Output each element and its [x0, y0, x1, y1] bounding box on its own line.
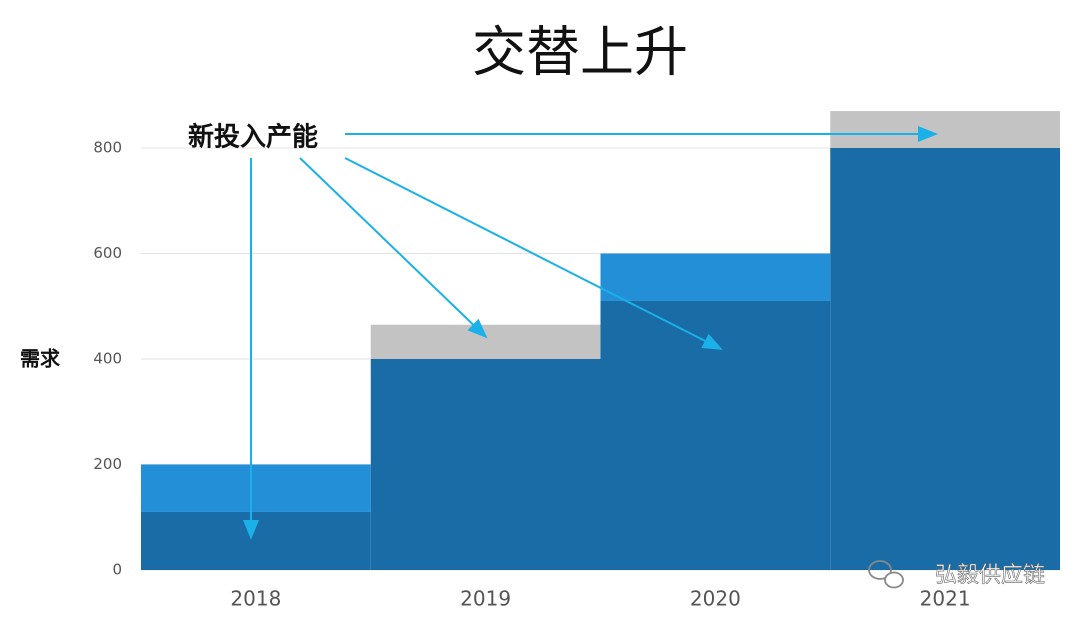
- bars: [141, 111, 1060, 570]
- bar-segment: [370, 359, 601, 570]
- annotation: 新投入产能: [188, 122, 318, 153]
- x-tick-label: 2020: [690, 587, 741, 611]
- y-tick-label: 400: [93, 350, 122, 368]
- watermark-icon: [868, 560, 904, 589]
- y-tick-label: 800: [93, 139, 122, 157]
- arrow: [299, 157, 488, 339]
- y-axis-label: 需求: [20, 347, 61, 371]
- x-tick-label: 2019: [460, 587, 511, 611]
- bar-segment: [141, 464, 371, 512]
- annotation-arrows: [243, 126, 938, 540]
- bar-segment: [141, 511, 371, 570]
- x-tick-label: 2018: [230, 587, 281, 611]
- bar-segment: [830, 148, 1060, 570]
- y-tick-label: 0: [112, 561, 122, 579]
- arrow: [344, 157, 723, 350]
- watermark: 弘毅供应链: [935, 563, 1045, 588]
- x-tick-label: 2021: [920, 587, 971, 611]
- chart-title: 交替上升: [472, 21, 688, 84]
- y-tick-label: 200: [93, 455, 122, 473]
- bar-segment: [600, 300, 831, 570]
- bar-segment: [830, 111, 1060, 148]
- bar-segment: [370, 324, 601, 359]
- bar-segment: [600, 253, 831, 301]
- y-tick-label: 600: [93, 244, 122, 262]
